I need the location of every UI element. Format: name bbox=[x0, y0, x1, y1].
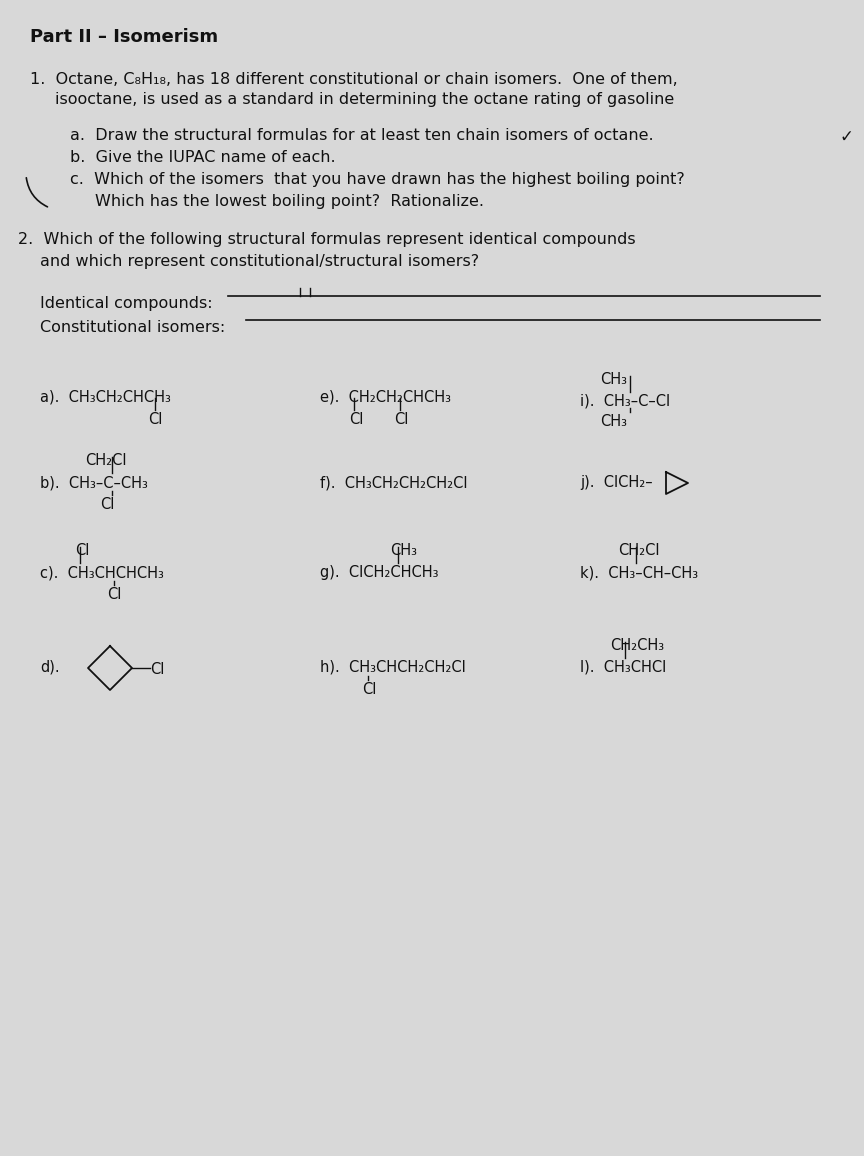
Text: Cl: Cl bbox=[75, 543, 89, 558]
Text: Cl: Cl bbox=[362, 682, 377, 697]
Text: Cl: Cl bbox=[107, 587, 121, 602]
Text: CH₃: CH₃ bbox=[600, 414, 627, 429]
Text: ✓: ✓ bbox=[840, 128, 854, 146]
Text: b.  Give the IUPAC name of each.: b. Give the IUPAC name of each. bbox=[70, 150, 335, 165]
Text: j).  ClCH₂–: j). ClCH₂– bbox=[580, 475, 652, 490]
Text: g).  ClCH₂CHCH₃: g). ClCH₂CHCH₃ bbox=[320, 565, 439, 580]
Text: Which has the lowest boiling point?  Rationalize.: Which has the lowest boiling point? Rati… bbox=[95, 194, 484, 209]
Text: Identical compounds:: Identical compounds: bbox=[40, 296, 213, 311]
Text: Cl: Cl bbox=[349, 412, 364, 427]
Text: a).  CH₃CH₂CHCH₃: a). CH₃CH₂CHCH₃ bbox=[40, 390, 171, 405]
Text: Cl: Cl bbox=[100, 497, 114, 512]
Text: CH₂CH₃: CH₂CH₃ bbox=[610, 638, 664, 653]
Text: CH₃: CH₃ bbox=[390, 543, 417, 558]
Text: k).  CH₃–CH–CH₃: k). CH₃–CH–CH₃ bbox=[580, 565, 698, 580]
Text: 2.  Which of the following structural formulas represent identical compounds: 2. Which of the following structural for… bbox=[18, 232, 636, 247]
Text: Cl: Cl bbox=[394, 412, 409, 427]
Text: b).  CH₃–C–CH₃: b). CH₃–C–CH₃ bbox=[40, 475, 148, 490]
Text: CH₂Cl: CH₂Cl bbox=[85, 453, 126, 468]
Text: l).  CH₃CHCl: l). CH₃CHCl bbox=[580, 660, 666, 675]
Text: i).  CH₃–C–Cl: i). CH₃–C–Cl bbox=[580, 394, 670, 409]
Text: CH₃: CH₃ bbox=[600, 372, 627, 387]
Text: Cl: Cl bbox=[150, 662, 164, 677]
Text: c).  CH₃CHCHCH₃: c). CH₃CHCHCH₃ bbox=[40, 565, 164, 580]
Text: d).: d). bbox=[40, 660, 60, 675]
Text: Constitutional isomers:: Constitutional isomers: bbox=[40, 320, 226, 335]
Text: 1.  Octane, C₈H₁₈, has 18 different constitutional or chain isomers.  One of the: 1. Octane, C₈H₁₈, has 18 different const… bbox=[30, 72, 677, 87]
Text: isooctane, is used as a standard in determining the octane rating of gasoline: isooctane, is used as a standard in dete… bbox=[55, 92, 674, 108]
Text: e).  CH₂CH₂CHCH₃: e). CH₂CH₂CHCH₃ bbox=[320, 390, 451, 405]
Text: Cl: Cl bbox=[148, 412, 162, 427]
Text: f).  CH₃CH₂CH₂CH₂Cl: f). CH₃CH₂CH₂CH₂Cl bbox=[320, 475, 467, 490]
Text: c.  Which of the isomers  that you have drawn has the highest boiling point?: c. Which of the isomers that you have dr… bbox=[70, 172, 685, 187]
Text: CH₂Cl: CH₂Cl bbox=[618, 543, 659, 558]
Text: h).  CH₃CHCH₂CH₂Cl: h). CH₃CHCH₂CH₂Cl bbox=[320, 660, 466, 675]
Text: Part II – Isomerism: Part II – Isomerism bbox=[30, 28, 218, 46]
Text: and which represent constitutional/structural isomers?: and which represent constitutional/struc… bbox=[40, 254, 480, 269]
Text: a.  Draw the structural formulas for at least ten chain isomers of octane.: a. Draw the structural formulas for at l… bbox=[70, 128, 654, 143]
